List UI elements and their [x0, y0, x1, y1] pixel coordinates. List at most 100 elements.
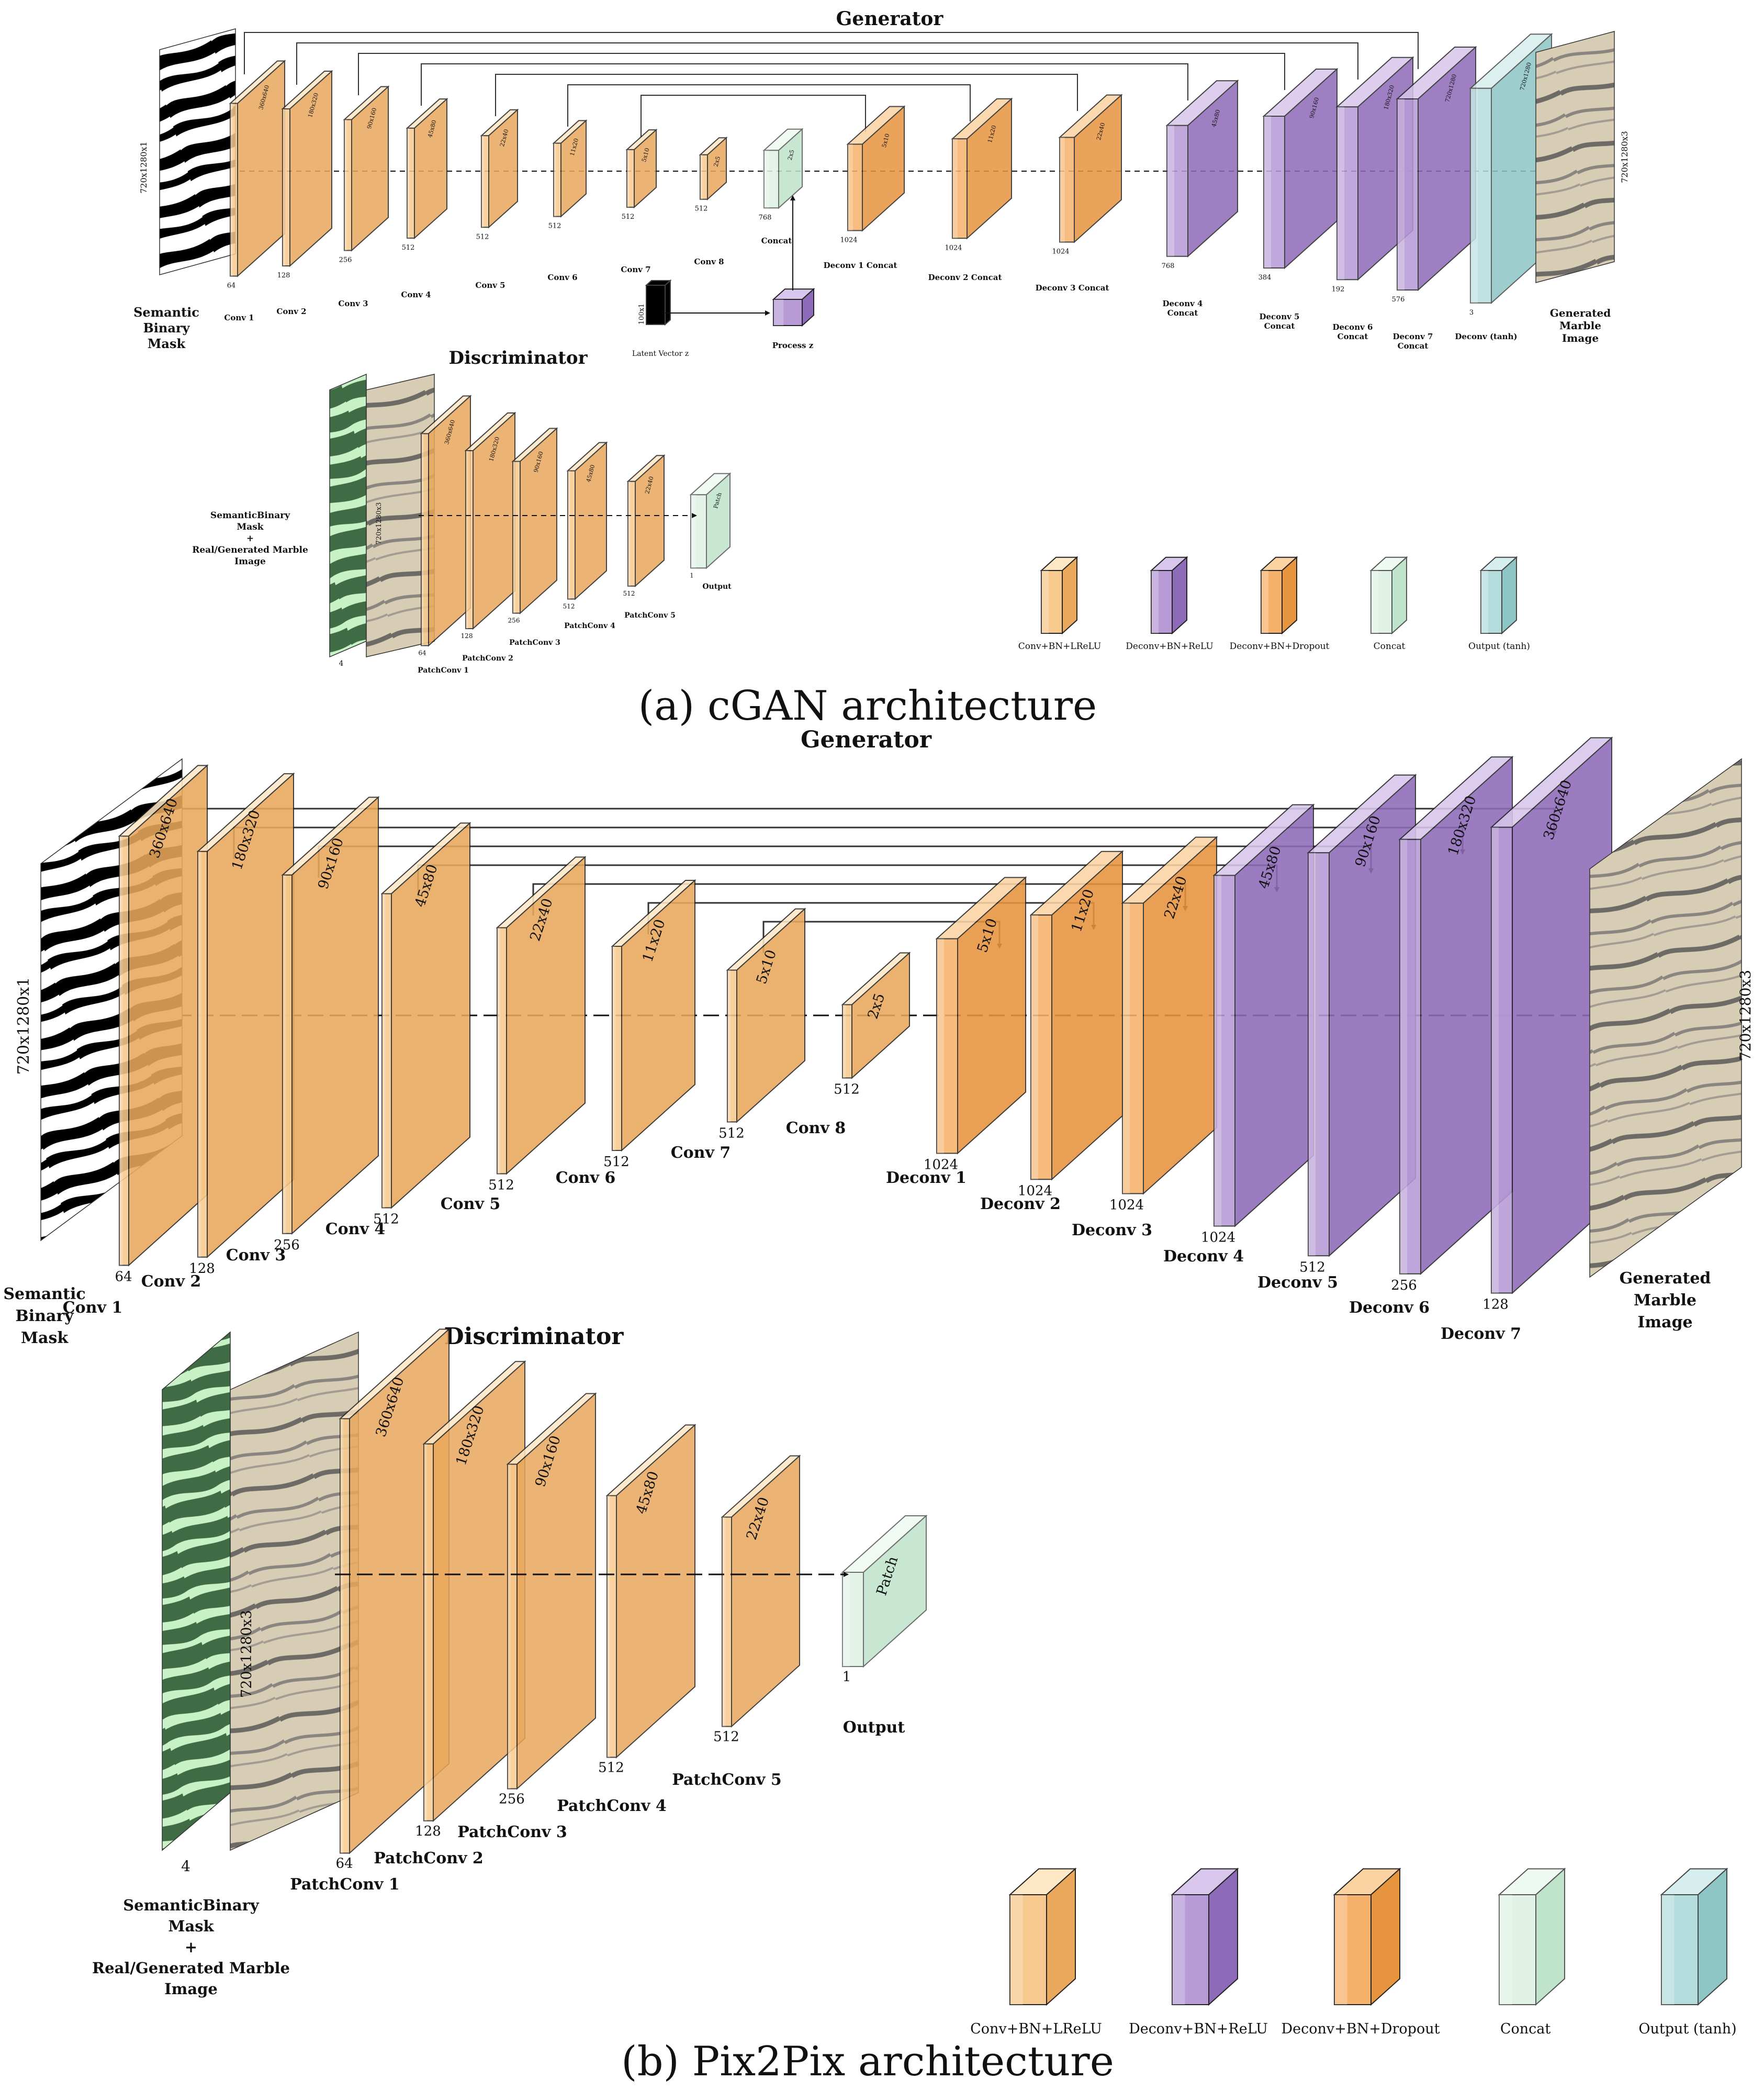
skip-connection	[296, 42, 1358, 85]
layer-channels: 1024	[1018, 1183, 1052, 1199]
layer-name: Conv 1	[63, 1299, 122, 1317]
gen-layer-5	[496, 856, 587, 1175]
layer-name: Deconv (tanh)	[1455, 332, 1517, 341]
layer-channels: 512	[695, 205, 708, 213]
gen-layer-7	[726, 908, 806, 1123]
gen-layer-3	[281, 796, 380, 1235]
layer-channels: 512	[373, 1212, 399, 1227]
layer-name: Deconv 7	[1441, 1325, 1521, 1343]
layer-channels: 512	[476, 233, 489, 241]
layer-name: Deconv 3	[1072, 1221, 1152, 1239]
disc-input-label: Image	[164, 1980, 218, 1998]
skip-connection	[358, 53, 1285, 95]
layer-channels: 192	[1332, 285, 1345, 293]
layer-channels: 768	[759, 214, 772, 221]
disc-input-label: Real/Generated Marble	[92, 1959, 290, 1977]
legend-swatch-concat	[1498, 1868, 1566, 2006]
layer-name: Conv 6	[556, 1169, 615, 1187]
gen-layer-16	[1396, 46, 1477, 292]
legend-label: Conv+BN+LReLU	[1018, 641, 1102, 652]
layer-channels: 512	[488, 1178, 514, 1193]
legend-label: Concat	[1374, 641, 1406, 652]
input-label: Semantic	[3, 1285, 85, 1303]
layer-channels: 128	[1482, 1297, 1509, 1313]
layer-name: PatchConv 2	[462, 654, 513, 663]
layer-channels: 256	[274, 1237, 300, 1253]
legend: Conv+BN+LReLU Deconv+BN+ReLU Deconv+BN+Dro…	[1018, 556, 1530, 652]
gen-layer-1	[229, 60, 286, 277]
disc-input-label: +	[185, 1938, 197, 1956]
generator-layers: 720x1280x1SemanticBinaryMask360x64064Con…	[3, 736, 1754, 1347]
layer-channels: 64	[335, 1856, 353, 1872]
gen-layer-15	[1490, 736, 1613, 1294]
layer-name: Conv 2	[141, 1272, 201, 1291]
disc-input-channels: 4	[339, 659, 344, 668]
layer-name: Conv 3	[338, 299, 368, 308]
legend-swatch-conv	[1040, 556, 1078, 635]
gen-layer-8	[841, 952, 911, 1079]
output-label: Image	[1562, 332, 1599, 344]
output-label: Marble	[1634, 1291, 1696, 1310]
layer-name: PatchConv 5	[672, 1771, 782, 1789]
skip-connection	[647, 902, 1096, 934]
layer-name: Deconv 1	[886, 1169, 967, 1187]
input-label: Binary	[15, 1307, 74, 1325]
layer-name: Deconv 2 Concat	[928, 273, 1002, 282]
layer-channels: 256	[339, 256, 352, 264]
latent-branch: 100x1 Latent Vector z Process z	[632, 195, 815, 358]
input-label: Mask	[21, 1329, 69, 1347]
layer-name: Deconv 4	[1163, 1247, 1244, 1266]
skip-connection	[495, 74, 1078, 116]
disc-input-label: +	[246, 533, 254, 544]
discriminator-layers: 4 720x1280x3 SemanticBinary Mask + Real/Gener…	[92, 1328, 928, 1998]
gen-layer-11	[951, 97, 1013, 240]
legend-swatch-concat	[1369, 556, 1408, 635]
layer-name: Deconv 1 Concat	[824, 261, 897, 270]
layer-channels: 1024	[1201, 1230, 1235, 1246]
layer-channels: 384	[1259, 274, 1272, 282]
layer-channels: 1	[842, 1669, 851, 1685]
legend-label: Deconv+BN+Dropout	[1230, 641, 1330, 652]
layer-name: Concat	[1398, 341, 1429, 351]
process-z-label: Process z	[772, 341, 814, 350]
layer-channels: 1024	[945, 244, 962, 252]
disc-layer-6	[689, 472, 732, 569]
layer-channels: 1	[690, 572, 694, 579]
generator-title: Generator	[801, 726, 932, 753]
disc-input-label: Image	[234, 556, 266, 567]
layer-channels: 128	[461, 632, 473, 640]
disc-layer-2	[422, 1360, 526, 1822]
layer-name: Deconv 5	[1260, 312, 1300, 321]
legend-label: Output (tanh)	[1638, 2021, 1736, 2037]
layer-name: Conv 3	[226, 1246, 286, 1265]
layer-channels: 256	[508, 617, 520, 624]
gen-layer-4	[406, 97, 448, 240]
layer-name: Conv 7	[671, 1144, 731, 1162]
gen-layer-13	[1307, 774, 1417, 1257]
input-mask-image	[159, 28, 236, 275]
layer-name: Conv 7	[621, 265, 650, 274]
legend-swatch-dropout	[1333, 1868, 1401, 2006]
legend-swatch-conv	[1008, 1868, 1077, 2006]
layer-name: Concat	[1264, 321, 1295, 331]
layer-name: Conv 2	[276, 307, 306, 316]
gen-layer-4	[380, 822, 471, 1209]
generator-title: Generator	[836, 8, 944, 30]
latent-dim: 100x1	[638, 304, 646, 325]
disc-marble-image	[366, 374, 435, 657]
layer-channels: 512	[1299, 1259, 1325, 1275]
layer-name: Concat	[1167, 308, 1198, 318]
layer-name: PatchConv 3	[457, 1823, 567, 1841]
disc-input-label: SemanticBinary	[123, 1896, 260, 1914]
layer-name: PatchConv 2	[374, 1849, 484, 1868]
layer-channels: 128	[189, 1261, 215, 1277]
layer-name: PatchConv 3	[509, 639, 560, 647]
layer-channels: 512	[834, 1082, 860, 1098]
gen-layer-8	[699, 137, 728, 200]
gen-layer-9	[935, 876, 1027, 1155]
layer-channels: 64	[115, 1269, 132, 1285]
disc-layer-5	[626, 454, 666, 587]
layer-name: Conv 6	[547, 273, 577, 282]
layer-name: PatchConv 5	[624, 611, 676, 620]
gen-layer-13	[1165, 80, 1239, 258]
